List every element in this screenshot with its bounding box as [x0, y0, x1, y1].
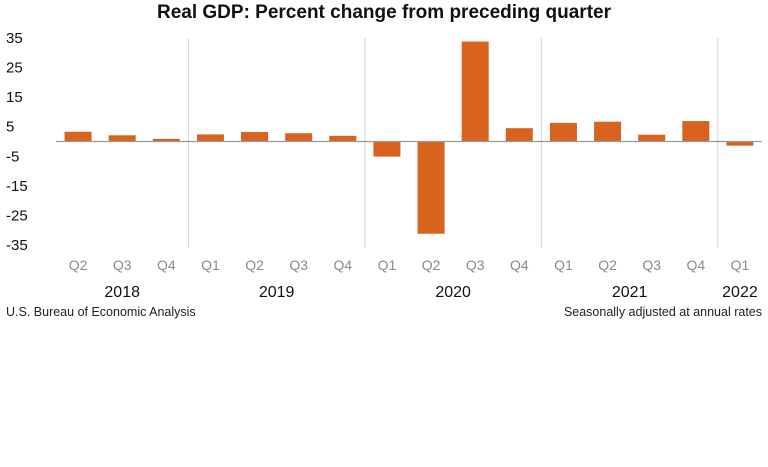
x-tick-label: Q4 — [686, 257, 705, 273]
seasonal-adjustment-note: Seasonally adjusted at annual rates — [563, 305, 762, 319]
x-tick-label: Q2 — [245, 257, 264, 273]
bar — [638, 134, 666, 142]
y-tick-label: -35 — [6, 237, 28, 254]
bar — [682, 121, 710, 142]
chart-plot: 35 25 15 5 -5 -15 -25 -35 Q2 Q3 Q4 Q1 Q2 Q3 Q4 Q1 Q2 Q3 Q4… — [6, 30, 762, 300]
y-tick-label: -15 — [6, 178, 28, 195]
bar — [505, 128, 533, 142]
year-label: 2021 — [612, 284, 648, 300]
x-tick-label: Q4 — [510, 257, 529, 273]
x-tick-label: Q4 — [157, 257, 176, 273]
y-tick-label: -5 — [6, 148, 19, 165]
x-tick-label: Q1 — [554, 257, 573, 273]
bar — [373, 141, 401, 157]
x-tick-label: Q3 — [466, 257, 485, 273]
x-tick-label: Q3 — [289, 257, 308, 273]
x-tick-label: Q2 — [422, 257, 441, 273]
y-tick-label: 35 — [6, 30, 23, 47]
bar — [64, 131, 92, 142]
bar — [594, 121, 622, 142]
x-tick-label: Q2 — [69, 257, 88, 273]
bar — [285, 133, 313, 142]
x-tick-label: Q1 — [201, 257, 220, 273]
y-tick-label: -25 — [6, 207, 28, 224]
x-tick-label: Q2 — [598, 257, 617, 273]
x-tick-label: Q1 — [731, 257, 750, 273]
bar — [241, 132, 269, 142]
bar — [549, 122, 577, 142]
source-note: U.S. Bureau of Economic Analysis — [6, 305, 196, 319]
year-label: 2022 — [722, 284, 758, 300]
year-label: 2020 — [435, 284, 471, 300]
bar — [108, 135, 136, 142]
y-tick-label: 5 — [6, 119, 14, 136]
year-label: 2019 — [259, 284, 295, 300]
y-tick-label: 15 — [6, 89, 23, 106]
bar — [417, 141, 445, 234]
year-label: 2018 — [104, 284, 140, 300]
bar — [329, 135, 357, 142]
chart-title: Real GDP: Percent change from preceding … — [156, 2, 611, 23]
bar — [726, 141, 754, 146]
y-tick-label: 25 — [6, 60, 23, 77]
bar — [196, 134, 224, 142]
x-tick-label: Q3 — [113, 257, 132, 273]
bar — [152, 138, 180, 142]
bar — [461, 41, 489, 142]
x-tick-label: Q1 — [378, 257, 397, 273]
x-tick-label: Q3 — [642, 257, 661, 273]
x-tick-label: Q4 — [333, 257, 352, 273]
